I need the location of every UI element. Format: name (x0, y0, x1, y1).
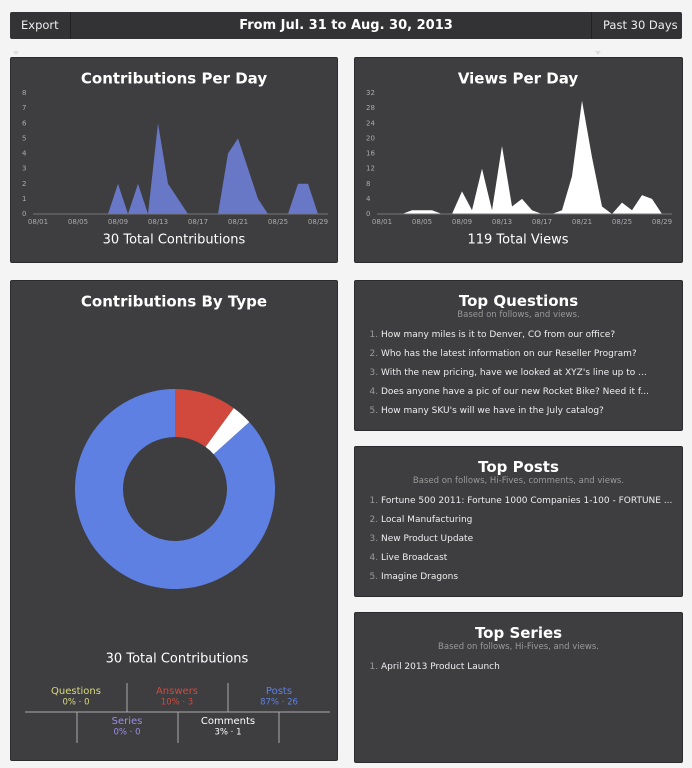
list-item[interactable]: Live Broadcast (381, 549, 671, 568)
y-tick-label: 8 (22, 89, 26, 97)
list: April 2013 Product Launch (381, 658, 671, 677)
list-item[interactable]: How many SKU's will we have in the July … (381, 402, 671, 421)
list-title: Top Series (474, 624, 563, 642)
x-tick-label: 08/29 (308, 218, 328, 226)
legend-value: 0% · 0 (63, 698, 90, 708)
x-tick-label: 08/17 (532, 218, 552, 226)
x-tick-label: 08/13 (492, 218, 512, 226)
donut-slice (74, 389, 276, 589)
area (382, 100, 672, 214)
list: Fortune 500 2011: Fortune 1000 Companies… (381, 492, 672, 587)
list-panel: Top Questions Based on follows, and views… (354, 280, 683, 431)
y-tick-label: 4 (22, 150, 27, 158)
chart-panel: Views Per Day 0 4 8 12 16 20 24 28 32 08/01 08/05 08… (354, 57, 683, 263)
legend-name: Answers (156, 686, 198, 697)
y-tick-label: 6 (22, 119, 27, 127)
x-tick-label: 08/01 (28, 218, 48, 226)
list-item[interactable]: Imagine Dragons (381, 568, 671, 587)
list-item[interactable]: With the new pricing, have we looked at … (381, 364, 671, 383)
y-tick-label: 5 (22, 134, 26, 142)
list-subtitle: Based on follows, Hi-Fives, and views. (438, 642, 599, 652)
y-tick-label: 28 (366, 104, 375, 112)
y-tick-label: 20 (366, 134, 375, 142)
chart: Views Per Day 0 4 8 12 16 20 24 28 32 08/01 08/05 08… (366, 70, 672, 248)
legend-name: Series (112, 716, 143, 727)
legend-value: 87% · 26 (260, 698, 298, 708)
list-item[interactable]: April 2013 Product Launch (381, 658, 671, 677)
chart-panel: Contributions By Type 30 Total Contributi… (10, 280, 338, 761)
x-tick-label: 08/01 (372, 218, 392, 226)
x-tick-label: 08/21 (572, 218, 592, 226)
list-title: Top Posts (478, 458, 559, 476)
caret (13, 50, 19, 55)
y-tick-label: 16 (366, 150, 375, 158)
period-button[interactable]: Past 30 Days (591, 12, 682, 55)
range-title: From Jul. 31 to Aug. 30, 2013 (239, 18, 453, 33)
legend-value: 10% · 3 (161, 698, 193, 708)
list-item[interactable]: How many miles is it to Denver, CO from … (381, 326, 671, 345)
list-item[interactable]: Who has the latest information on our Re… (381, 345, 671, 364)
x-tick-label: 08/25 (612, 218, 632, 226)
toolbar: Export From Jul. 31 to Aug. 30, 2013 Pas… (10, 12, 682, 55)
chart-title: Views Per Day (458, 70, 579, 88)
y-tick-label: 7 (22, 104, 26, 112)
x-tick-label: 08/29 (652, 218, 672, 226)
donut-slice (175, 389, 234, 447)
chart-footer: 119 Total Views (467, 233, 568, 248)
y-tick-label: 8 (366, 180, 370, 188)
legend-name: Comments (201, 716, 255, 727)
x-tick-label: 08/09 (452, 218, 472, 226)
list-item[interactable]: Fortune 500 2011: Fortune 1000 Companies… (381, 492, 672, 511)
list-title: Top Questions (458, 292, 579, 310)
y-tick-label: 24 (366, 119, 375, 127)
list-subtitle: Based on follows, Hi-Fives, comments, an… (412, 476, 625, 486)
y-tick-label: 3 (22, 165, 26, 173)
y-tick-label: 0 (366, 210, 370, 218)
list: How many miles is it to Denver, CO from … (381, 326, 671, 421)
x-tick-label: 08/21 (228, 218, 248, 226)
donut-slice (205, 408, 250, 455)
x-tick-label: 08/05 (412, 218, 432, 226)
list-item[interactable]: Does anyone have a pic of our new Rocket… (381, 383, 671, 402)
legend-value: 3% · 1 (215, 728, 242, 738)
legend-name: Posts (266, 686, 292, 697)
x-tick-label: 08/09 (108, 218, 128, 226)
x-tick-label: 08/05 (68, 218, 88, 226)
chart: Contributions Per Day 0 1 2 3 4 5 6 7 8 08/01 08/05… (22, 70, 328, 248)
chart-title: Contributions Per Day (81, 70, 267, 88)
list-panel: Top Series Based on follows, Hi-Fives, an… (354, 612, 683, 763)
period-label: Past 30 Days (603, 18, 678, 32)
export-label: Export (21, 18, 59, 32)
chart-title: Contributions By Type (81, 293, 267, 311)
list-item[interactable]: New Product Update (381, 530, 671, 549)
chart-panel: Contributions Per Day 0 1 2 3 4 5 6 7 8 08/01 08/05… (10, 57, 338, 263)
y-tick-label: 32 (366, 89, 375, 97)
chart-footer: 30 Total Contributions (106, 652, 249, 667)
x-tick-label: 08/13 (148, 218, 168, 226)
list-item[interactable]: Local Manufacturing (381, 511, 671, 530)
export-button[interactable]: Export (10, 12, 71, 55)
y-tick-label: 12 (366, 165, 375, 173)
caret (595, 50, 601, 55)
y-tick-label: 2 (22, 180, 26, 188)
legend-value: 0% · 0 (114, 728, 141, 738)
area (38, 123, 328, 214)
list-panel: Top Posts Based on follows, Hi-Fives, com… (354, 446, 683, 597)
chart-footer: 30 Total Contributions (103, 233, 246, 248)
x-tick-label: 08/25 (268, 218, 288, 226)
chart: Contributions By Type 30 Total Contributi… (25, 293, 330, 743)
y-tick-label: 4 (366, 195, 371, 203)
list-subtitle: Based on follows, and views. (457, 310, 580, 320)
legend-name: Questions (51, 686, 101, 697)
y-tick-label: 1 (22, 195, 26, 203)
x-tick-label: 08/17 (188, 218, 208, 226)
y-tick-label: 0 (22, 210, 26, 218)
